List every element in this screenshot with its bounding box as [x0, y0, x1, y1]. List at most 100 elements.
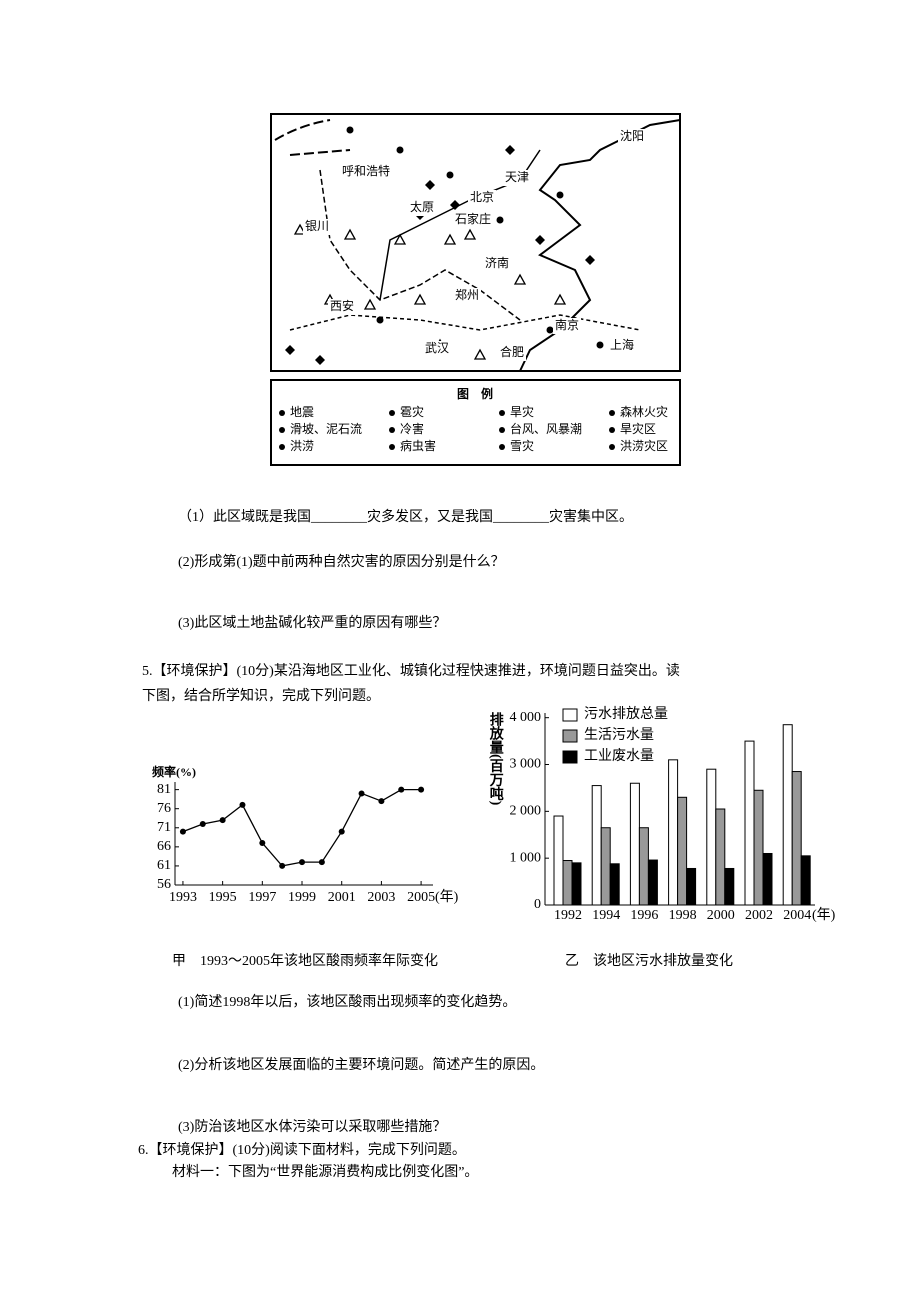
map-label-bg [608, 338, 636, 354]
point [199, 820, 206, 827]
bar [744, 740, 755, 906]
map-label: 南京 [555, 317, 579, 332]
point [299, 859, 306, 866]
legend-frame [270, 379, 681, 466]
map-symbol [343, 228, 357, 240]
line [182, 788, 422, 867]
question: (3)防治该地区水体污染可以采取哪些措施？ [178, 1119, 446, 1135]
x-tick-label: 2002 [745, 908, 773, 923]
legend-symbol [609, 410, 615, 416]
point [259, 840, 266, 847]
map-symbol [463, 228, 477, 240]
y-axis-label: 频率(%) [152, 764, 196, 779]
chart-caption: 乙 该地区污水排放量变化 [565, 953, 733, 969]
x-tick-label: 2003 [367, 890, 395, 905]
legend-symbol [499, 410, 505, 416]
question: (3)此区域土地盐碱化较严重的原因有哪些？ [178, 615, 446, 631]
map-label-bg [423, 341, 451, 357]
x-tick-label: 1993 [169, 890, 197, 905]
point [418, 786, 425, 793]
map-symbol [473, 348, 487, 360]
map-symbol [585, 255, 595, 265]
x-tick-label: 2001 [328, 890, 356, 905]
y-tick-label: 71 [157, 820, 171, 835]
y-tick-label: 1 000 [510, 850, 542, 865]
line-chart: 频率(%) 56 61 66 71 76 81 1993 1995 1997 1999 2001 200… [152, 764, 459, 905]
legend-symbol [389, 427, 395, 433]
x-tick-label: 1995 [209, 890, 237, 905]
x-tick-label: 2004 [783, 908, 811, 923]
river [319, 169, 521, 321]
bar-chart: 排放量(百万吨) 0 1 000 2 000 3 000 4 000 1992 1994 199… [488, 706, 836, 923]
y-tick-label: 61 [157, 858, 171, 873]
bar [600, 827, 611, 906]
bar [591, 785, 602, 906]
x-tick-label: 1999 [288, 890, 316, 905]
question: (2)形成第(1)题中前两种自然灾害的原因分别是什么？ [178, 553, 505, 570]
map-symbol [443, 233, 457, 245]
point [239, 801, 246, 808]
bar [629, 782, 640, 906]
map-symbol [556, 191, 564, 199]
map-symbol [513, 273, 527, 285]
legend-label: 滑坡、泥石流 [290, 422, 362, 436]
map-symbol [396, 146, 404, 154]
map-label-bg [498, 345, 526, 361]
legend-label: 工业废水量 [584, 748, 654, 764]
bar [753, 789, 764, 906]
map-symbol [346, 126, 354, 134]
x-tick-label: 1998 [669, 908, 697, 923]
x-unit: (年) [435, 889, 459, 905]
map-label: 武汉 [425, 341, 449, 355]
legend-label: 雹灾 [400, 404, 424, 419]
legend-symbol [389, 444, 395, 450]
legend-label: 森林火灾 [620, 404, 668, 419]
legend-label: 旱灾区 [620, 421, 656, 436]
legend-symbol [499, 444, 505, 450]
legend-label: 冷害 [400, 421, 424, 436]
map-symbol [450, 200, 460, 210]
bar [571, 862, 582, 906]
bar [638, 827, 649, 906]
x-tick-label: 2000 [707, 908, 735, 923]
map-symbol [446, 171, 454, 179]
question: (2)分析该地区发展面临的主要环境问题。简述产生的原因。 [178, 1056, 544, 1073]
legend-symbol [279, 444, 285, 450]
map-label: 银川 [305, 219, 329, 233]
river [289, 314, 641, 331]
map-symbol [393, 233, 407, 245]
question-intro: 5.【环境保护】(10分)某沿海地区工业化、城镇化过程快速推进，环境问题日益突出… [142, 662, 680, 679]
point [338, 828, 345, 835]
legend-symbol [609, 444, 615, 450]
map-label: 上海 [610, 337, 634, 352]
bar [782, 724, 793, 906]
legend-swatch [562, 729, 578, 743]
map-label-bg [328, 299, 356, 315]
point [219, 817, 226, 824]
map-symbol [505, 145, 515, 155]
x-unit: (年) [812, 907, 836, 923]
legend-title: 图 例 [457, 386, 493, 401]
y-tick-label: 2 000 [510, 804, 542, 819]
map-symbol [285, 345, 295, 355]
question: （1）此区域既是我国________灾多发区，又是我国________灾害集中区… [178, 508, 633, 525]
boundary [274, 119, 351, 156]
map-symbol [546, 326, 554, 334]
x-tick-label: 2005 [407, 890, 435, 905]
map-symbol [535, 235, 545, 245]
bar [647, 859, 658, 906]
bar [724, 867, 735, 906]
map-label-bg [618, 129, 646, 145]
material: 材料一：下图为“世界能源消费构成比例变化图”。 [172, 1164, 478, 1180]
map-frame [270, 113, 681, 372]
map-symbol [293, 223, 307, 235]
map-symbol [596, 341, 604, 349]
map-label: 合肥 [500, 344, 524, 359]
legend-symbol [279, 427, 285, 433]
map-label-bg [340, 164, 392, 180]
y-tick-label: 81 [157, 782, 171, 797]
